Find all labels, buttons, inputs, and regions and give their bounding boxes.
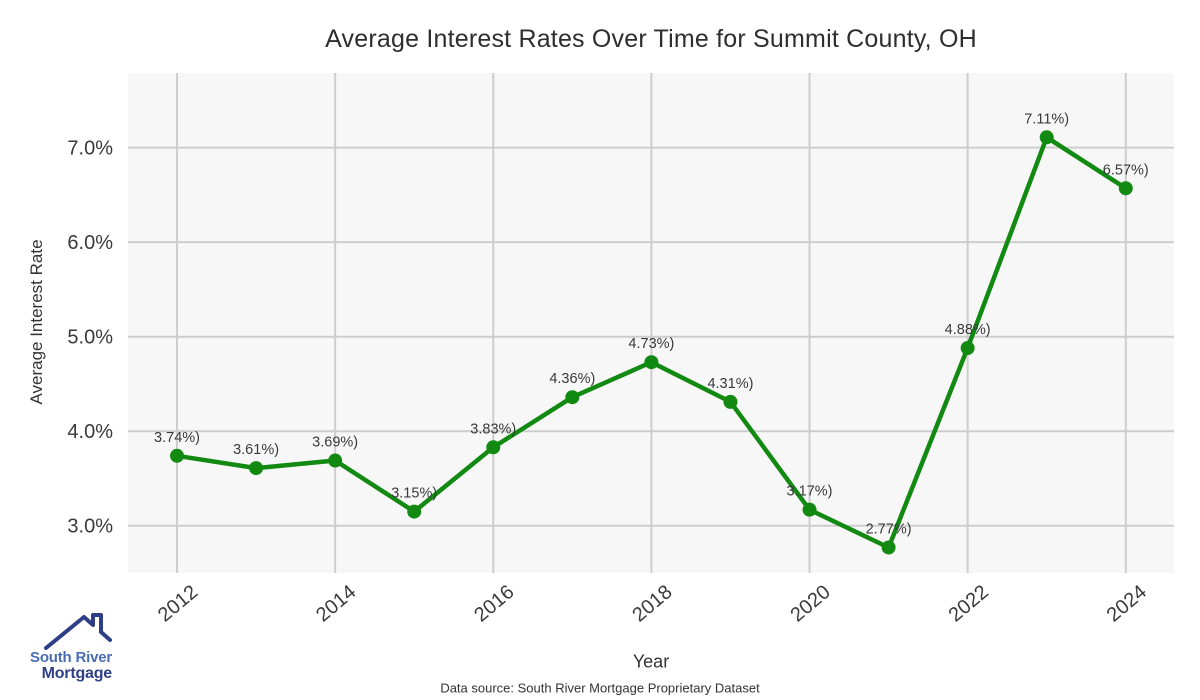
x-tick-label: 2022 — [945, 581, 993, 626]
x-tick-label: 2020 — [787, 581, 835, 626]
point-label: 4.88%) — [945, 322, 991, 338]
data-point — [644, 355, 659, 370]
south-river-mortgage-logo: South River Mortgage — [20, 612, 112, 683]
y-tick-label: 6.0% — [67, 232, 113, 254]
point-label: 3.61%) — [233, 442, 279, 458]
data-point — [328, 453, 343, 468]
data-point — [1039, 130, 1054, 145]
x-tick-label: 2014 — [312, 581, 360, 626]
point-label: 6.57%) — [1103, 162, 1149, 178]
data-point — [960, 341, 975, 356]
data-point — [1118, 181, 1133, 196]
point-label: 3.74%) — [154, 430, 200, 446]
x-tick-label: 2024 — [1103, 581, 1151, 626]
data-point — [565, 390, 580, 405]
chart-title: Average Interest Rates Over Time for Sum… — [325, 25, 977, 53]
point-label: 3.69%) — [312, 435, 358, 451]
point-label: 3.17%) — [787, 484, 833, 500]
point-label: 2.77%) — [866, 521, 912, 537]
point-label: 4.36%) — [549, 371, 595, 387]
y-tick-label: 7.0% — [67, 138, 113, 160]
y-tick-label: 4.0% — [67, 421, 113, 443]
y-tick-label: 3.0% — [67, 516, 113, 538]
data-point — [723, 394, 738, 409]
data-point — [249, 461, 264, 476]
point-label: 3.15%) — [391, 486, 437, 502]
logo-text-line1: South River — [30, 649, 112, 666]
data-point — [407, 504, 422, 519]
data-source-note: Data source: South River Mortgage Propri… — [440, 680, 760, 696]
point-label: 4.31%) — [707, 376, 753, 392]
data-point — [881, 540, 896, 555]
x-axis-label: Year — [632, 651, 670, 672]
y-tick-label: 5.0% — [67, 327, 113, 349]
data-point — [486, 440, 501, 455]
data-point — [170, 448, 185, 463]
x-tick-label: 2016 — [470, 581, 518, 626]
logo-text-line2: Mortgage — [41, 664, 113, 682]
point-label: 7.11%) — [1024, 111, 1069, 127]
point-label: 3.83%) — [470, 421, 516, 437]
point-label: 4.73%) — [628, 336, 674, 352]
data-point — [802, 502, 817, 517]
house-roof-icon — [44, 613, 112, 650]
x-tick-label: 2012 — [154, 581, 202, 626]
x-tick-label: 2018 — [628, 581, 676, 626]
